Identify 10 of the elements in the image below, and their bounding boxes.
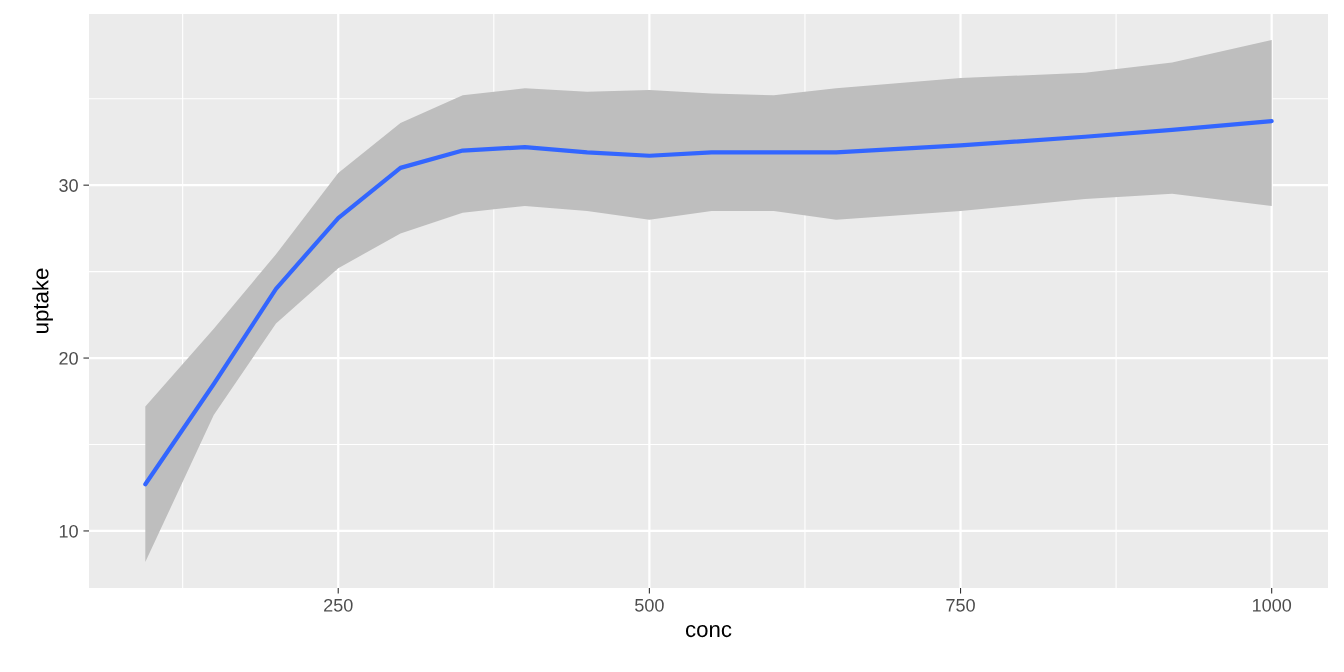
y-tick-label: 20	[59, 351, 78, 365]
x-tick-label: 750	[946, 598, 975, 612]
y-tick-label: 10	[59, 524, 78, 538]
y-tick-label: 30	[59, 179, 78, 192]
x-axis-title: conc	[685, 624, 732, 638]
y-axis-title: uptake	[32, 268, 53, 333]
x-tick-label: 1000	[1252, 598, 1292, 612]
x-tick-label: 250	[324, 598, 353, 612]
x-tick-label: 500	[635, 598, 664, 612]
line-series	[143, 119, 1274, 487]
